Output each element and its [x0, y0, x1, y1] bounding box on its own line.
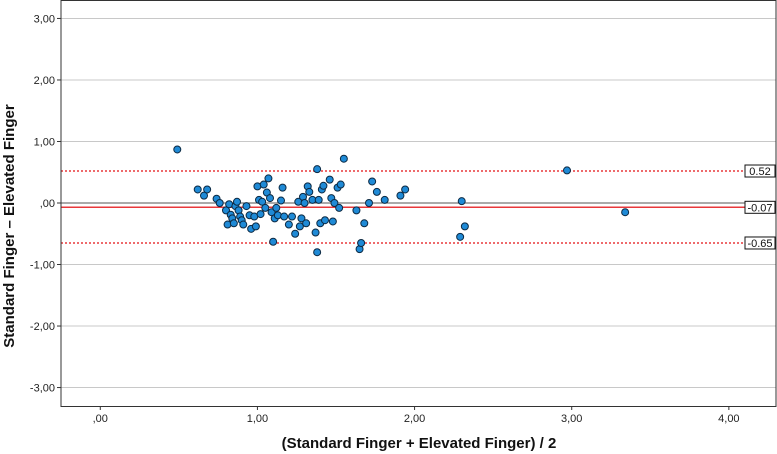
scatter-point: [272, 203, 281, 212]
scatter-point: [311, 228, 320, 237]
scatter-point: [360, 219, 369, 228]
reference-line-label: 0.52: [749, 166, 770, 178]
scatter-point: [223, 220, 232, 229]
scatter-point: [319, 181, 328, 190]
scatter-point: [457, 197, 466, 206]
scatter-point: [297, 214, 306, 223]
scatter-point: [291, 229, 300, 238]
reference-line-label: -0.07: [747, 202, 772, 214]
data-points: [173, 145, 630, 257]
x-axis-label: (Standard Finger + Elevated Finger) / 2: [282, 435, 557, 452]
reference-lines: [61, 170, 776, 244]
reference-label-box: [744, 164, 776, 178]
scatter-point: [330, 199, 339, 207]
scatter-point: [251, 222, 260, 231]
scatter-point: [302, 219, 311, 228]
x-axis-ticks: ,00 1,00 2,00 3,00 4,00: [93, 406, 740, 425]
scatter-point: [278, 183, 287, 192]
scatter-point: [277, 196, 285, 205]
scatter-point: [380, 195, 389, 204]
scatter-point: [215, 199, 224, 207]
scatter-point: [284, 220, 293, 229]
scatter-point: [357, 238, 366, 247]
scatter-point: [229, 219, 238, 228]
scatter-point: [233, 197, 241, 206]
y-tick-label: -2,00: [30, 321, 55, 333]
scatter-point: [339, 154, 348, 163]
reference-label-box: [744, 200, 776, 214]
scatter-point: [313, 248, 322, 257]
scatter-point: [295, 222, 304, 231]
scatter-point: [173, 145, 182, 154]
scatter-point: [336, 180, 345, 189]
scatter-point: [288, 212, 296, 221]
scatter-point: [264, 174, 273, 183]
y-tick-label: -1,00: [30, 260, 55, 272]
x-tick-label: ,00: [93, 413, 108, 425]
y-tick-label: 3,00: [34, 13, 55, 25]
y-tick-label: 2,00: [34, 75, 55, 87]
scatter-point: [314, 195, 323, 204]
scatter-point: [239, 220, 248, 229]
scatter-point: [300, 199, 309, 207]
scatter-point: [256, 210, 265, 219]
scatter-point: [273, 211, 282, 220]
reference-label-box: [744, 236, 776, 250]
scatter-point: [321, 216, 329, 225]
scatter-point: [401, 185, 410, 194]
scatter-point: [280, 212, 289, 221]
scatter-point: [621, 208, 630, 217]
scatter-point: [193, 185, 202, 194]
gridlines: [61, 17, 776, 389]
scatter-point: [352, 206, 361, 215]
scatter-point: [242, 202, 251, 211]
scatter-point: [365, 199, 373, 207]
y-tick-label: -3,00: [30, 383, 55, 395]
scatter-point: [200, 191, 208, 200]
scatter-point: [335, 203, 344, 212]
x-tick-label: 2,00: [404, 413, 425, 425]
y-tick-label: ,00: [40, 198, 55, 210]
scatter-point: [266, 194, 274, 203]
y-tick-label: 1,00: [34, 136, 55, 148]
y-axis-label: Standard Finger – Elevated Finger: [1, 104, 18, 348]
reference-line-label: -0.65: [747, 238, 772, 250]
scatter-point: [269, 237, 278, 246]
x-tick-label: 1,00: [247, 413, 268, 425]
scatter-point: [328, 217, 337, 226]
x-tick-label: 3,00: [561, 413, 582, 425]
scatter-point: [396, 191, 405, 200]
scatter-point: [305, 187, 314, 196]
scatter-point: [563, 166, 571, 175]
x-tick-label: 4,00: [718, 413, 739, 425]
scatter-point: [460, 222, 469, 231]
scatter-point: [203, 185, 212, 194]
scatter-point: [368, 177, 377, 186]
y-axis-ticks: 3,00 2,00 1,00 ,00 -1,00 -2,00 -3,00: [30, 13, 61, 395]
scatter-point: [456, 232, 465, 241]
scatter-point: [258, 197, 267, 206]
reference-line-labels: 0.52 -0.07 -0.65: [744, 164, 776, 250]
scatter-point: [259, 180, 268, 189]
scatter-point: [313, 165, 322, 174]
scatter-point: [261, 203, 270, 212]
scatter-point: [325, 175, 334, 184]
scatter-point: [372, 187, 381, 196]
